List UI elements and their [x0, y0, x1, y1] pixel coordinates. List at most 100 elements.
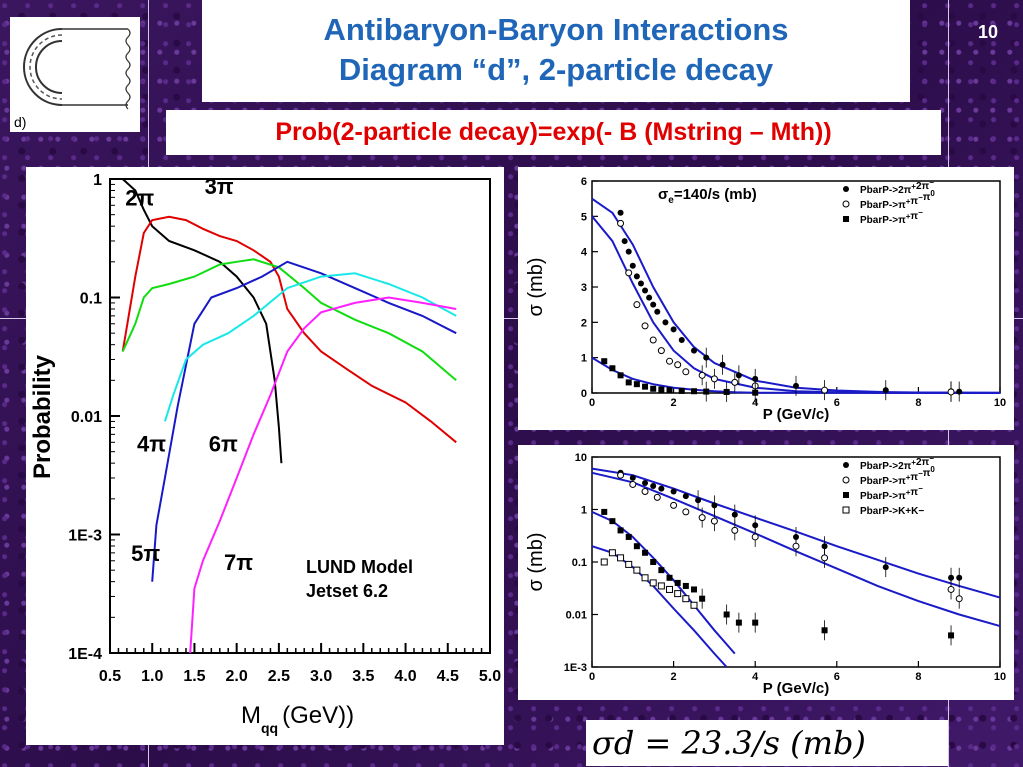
- data-point: [617, 554, 625, 562]
- data-point: [674, 579, 681, 586]
- data-point: [642, 383, 649, 390]
- model-curve: [591, 197, 1001, 394]
- data-point: [678, 337, 685, 343]
- slide-number: 10: [978, 22, 999, 42]
- data-point: [674, 590, 682, 598]
- data-point: [882, 387, 889, 394]
- series-label: 3π: [205, 174, 234, 199]
- data-point: [821, 386, 829, 394]
- data-point: [633, 301, 641, 309]
- y-axis-label: σ (mb): [525, 532, 547, 591]
- data-point: [625, 379, 632, 386]
- data-point: [752, 389, 759, 396]
- data-point: [682, 493, 689, 500]
- data-point: [723, 388, 730, 395]
- data-point: [682, 595, 690, 603]
- data-point: [617, 372, 624, 379]
- series-line-6pi: [163, 272, 457, 422]
- x-tick-label: 4: [752, 397, 759, 409]
- y-tick-label: 10: [575, 452, 587, 464]
- data-point: [710, 517, 718, 525]
- y-tick-label: 1: [581, 505, 587, 517]
- title-box: Antibaryon-Baryon Interactions Diagram “…: [202, 0, 910, 102]
- data-point: [666, 387, 673, 394]
- data-point: [956, 388, 963, 395]
- data-point: [843, 216, 849, 222]
- data-point: [650, 301, 657, 308]
- feynman-diagram-d: d): [10, 17, 140, 132]
- y-tick-label: 1: [93, 172, 102, 189]
- data-point: [690, 601, 698, 609]
- data-point: [842, 506, 850, 514]
- data-point: [682, 368, 690, 376]
- data-point: [691, 586, 697, 593]
- y-tick-label: 1E-4: [68, 646, 102, 663]
- data-point: [695, 497, 702, 504]
- data-point: [658, 567, 665, 574]
- data-point: [843, 462, 849, 468]
- y-tick-label: 6: [581, 176, 587, 188]
- y-tick-label: 0.01: [71, 409, 102, 426]
- data-point: [653, 493, 661, 501]
- data-point: [842, 476, 850, 484]
- annotation-line-1: LUND Model: [306, 557, 413, 577]
- data-point: [625, 269, 633, 277]
- data-point: [670, 488, 677, 495]
- data-point: [731, 511, 738, 518]
- x-axis-label: P (GeV/c): [763, 406, 829, 423]
- data-point: [703, 388, 710, 395]
- data-point: [642, 287, 649, 294]
- title-line-1: Antibaryon-Baryon Interactions: [323, 12, 789, 47]
- data-point: [674, 361, 682, 369]
- x-tick-label: 2.5: [268, 668, 290, 685]
- x-tick-label: 2: [671, 397, 677, 409]
- x-tick-label: 10: [994, 671, 1006, 683]
- data-point: [617, 209, 624, 216]
- data-point: [600, 558, 608, 566]
- series-line-2pi: [122, 178, 283, 464]
- data-point: [751, 533, 759, 541]
- x-tick-label: 3.0: [310, 668, 332, 685]
- data-point: [650, 483, 657, 490]
- series-label: 7π: [224, 550, 253, 575]
- data-point: [617, 527, 624, 534]
- data-point: [666, 585, 674, 593]
- data-point: [629, 262, 636, 269]
- sigma-log-panel: 0 2 4 6 8 10 10 1 0.1 0.01 1E-3 P (GeV/c) σ (mb) Pbar…: [518, 445, 1014, 700]
- data-point: [947, 388, 955, 396]
- data-point: [670, 501, 678, 509]
- data-point: [633, 273, 640, 280]
- y-tick-label: 0.01: [566, 610, 587, 622]
- data-point: [842, 200, 850, 208]
- x-tick-label: 2: [671, 671, 677, 683]
- data-point: [609, 518, 616, 525]
- data-point: [792, 542, 800, 550]
- series-label: 2π: [125, 185, 154, 210]
- series-line-4pi: [121, 258, 457, 382]
- data-point: [752, 522, 759, 529]
- probability-chart: 0.5 1.0 1.5 2.0 2.5 3.0 3.5 4.0 4.5 5.0 1 0.1 0.01 1E…: [29, 172, 501, 736]
- annotation-line-2: Jetset 6.2: [306, 581, 388, 601]
- data-point: [642, 549, 649, 556]
- x-tick-label: 1.0: [141, 668, 163, 685]
- data-point: [843, 492, 849, 498]
- data-point: [625, 248, 632, 255]
- data-point: [654, 308, 661, 315]
- x-tick-label: 0.5: [99, 668, 121, 685]
- data-point: [662, 319, 669, 326]
- series-line-3pi: [121, 215, 457, 444]
- data-point: [609, 365, 616, 372]
- data-point: [947, 585, 955, 593]
- decay-formula: Prob(2-particle decay)=exp(- B (Mstring …: [275, 118, 832, 146]
- y-axis-label: σ (mb): [525, 257, 547, 316]
- chart-title: σe=140/s (mb): [658, 186, 757, 206]
- x-tick-label: 2.0: [226, 668, 248, 685]
- data-point: [658, 386, 665, 393]
- data-point: [711, 502, 718, 509]
- sigma-d-formula: σd = 23.3/s (mb): [592, 724, 866, 762]
- guide-line-horizontal: [0, 318, 1023, 319]
- data-point: [641, 574, 649, 582]
- sigma-d-box: σd = 23.3/s (mb): [586, 720, 948, 766]
- data-point: [658, 485, 665, 492]
